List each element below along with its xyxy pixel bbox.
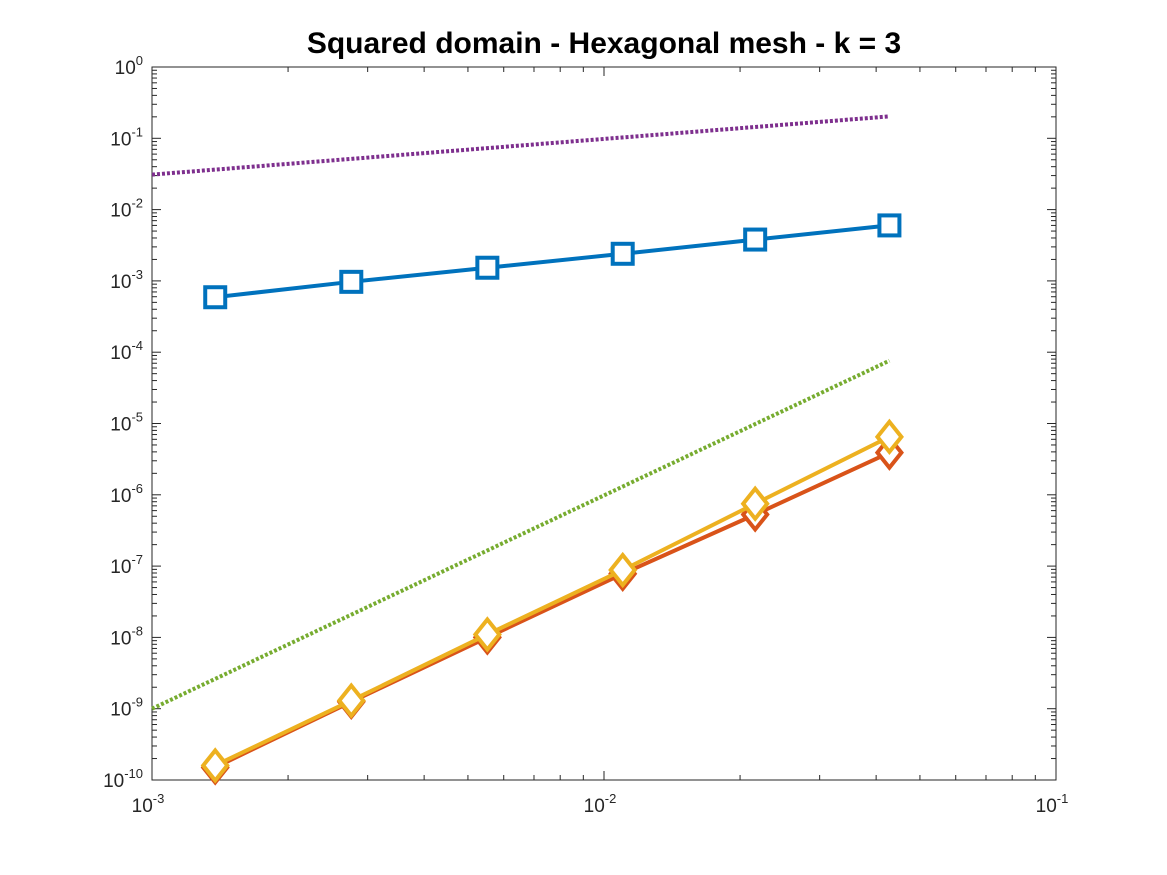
series-1-marker bbox=[877, 213, 902, 238]
y-tick-label: 10-7 bbox=[110, 552, 143, 578]
x-tick-label: 10-3 bbox=[132, 791, 165, 817]
series-1-marker bbox=[339, 269, 364, 294]
y-tick-label: 10-6 bbox=[110, 481, 143, 507]
series-4-line bbox=[151, 114, 890, 177]
y-tick-label: 10-4 bbox=[110, 338, 143, 364]
series-1-line bbox=[214, 223, 890, 300]
y-tick-label: 10-10 bbox=[103, 766, 143, 792]
series-3-marker bbox=[874, 418, 904, 456]
y-tick-label: 100 bbox=[115, 53, 143, 79]
y-tick-label: 10-8 bbox=[110, 623, 143, 649]
x-tick-labels: 10-3 10-2 10-1 bbox=[132, 791, 1069, 817]
series-1-marker bbox=[610, 241, 635, 266]
series-group bbox=[151, 114, 904, 786]
y-tick-label: 10-3 bbox=[110, 267, 143, 293]
series-3-marker bbox=[336, 682, 366, 719]
series-1-marker bbox=[475, 255, 500, 280]
chart-title: Squared domain - Hexagonal mesh - k = 3 bbox=[307, 27, 901, 60]
major-ticks bbox=[151, 66, 1057, 781]
series-3-marker bbox=[472, 616, 502, 653]
y-tick-label: 10-9 bbox=[110, 695, 143, 721]
series-3-marker bbox=[740, 485, 770, 522]
x-tick-label: 10-2 bbox=[584, 791, 617, 817]
series-3-marker bbox=[608, 551, 638, 589]
series-1-marker bbox=[203, 285, 228, 310]
series-1-marker bbox=[743, 227, 768, 252]
series-5-line bbox=[151, 358, 891, 711]
plot-area bbox=[151, 66, 1057, 781]
series-3-line bbox=[214, 435, 891, 768]
x-tick-label: 10-1 bbox=[1036, 791, 1069, 817]
series-3-marker bbox=[200, 747, 230, 784]
y-tick-label: 10-5 bbox=[110, 410, 143, 436]
y-tick-label: 10-2 bbox=[110, 196, 143, 222]
y-tick-label: 10-1 bbox=[110, 124, 143, 150]
y-tick-labels: 100 10-1 10-2 10-3 10-4 10-5 10-6 10-7 10-8 10-9 1… bbox=[103, 53, 143, 792]
minor-ticks bbox=[152, 67, 1056, 780]
